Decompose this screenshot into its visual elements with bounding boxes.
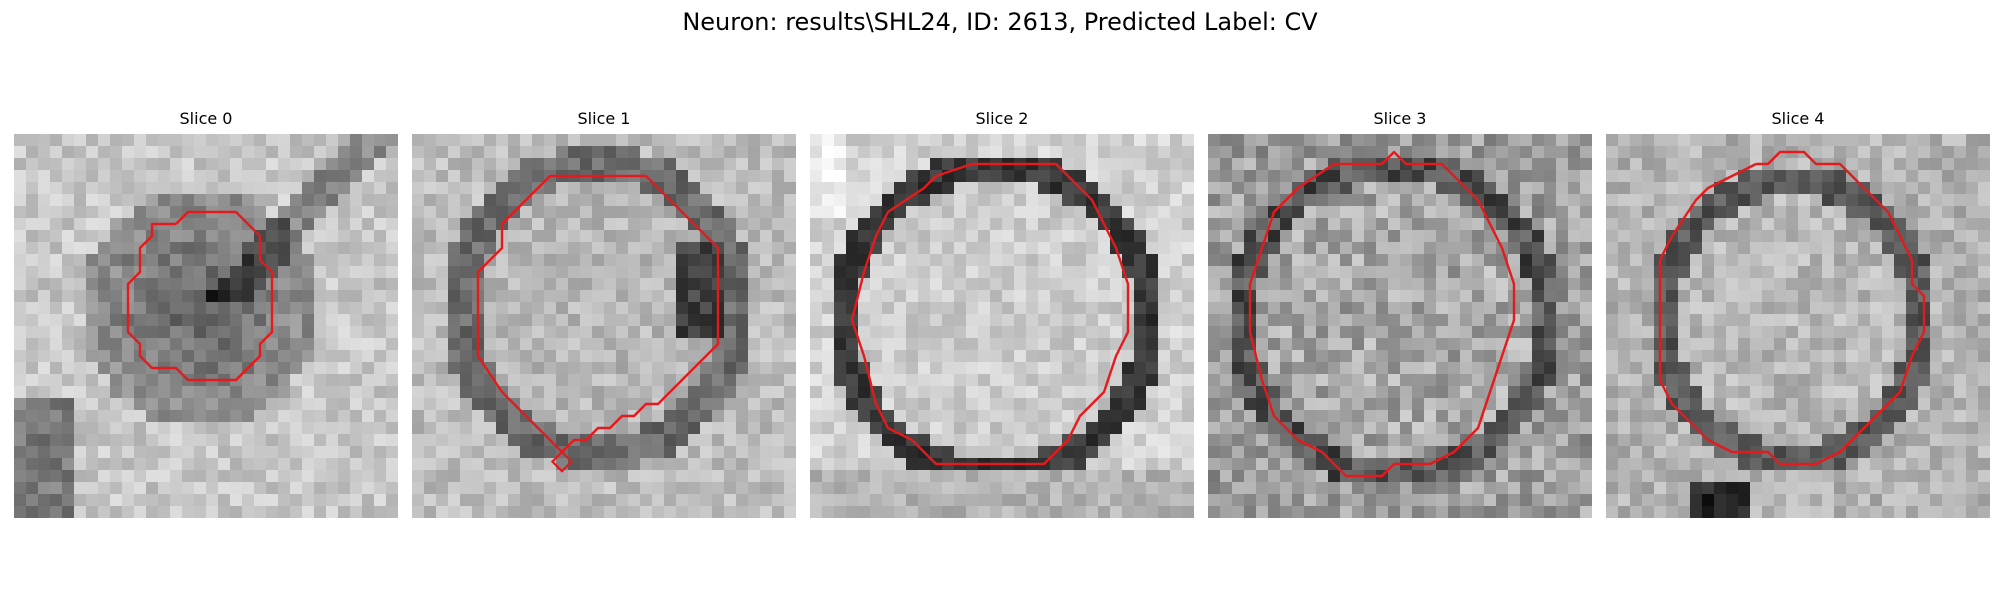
- slice-title: Slice 1: [577, 109, 631, 128]
- segmentation-contour: [1248, 150, 1516, 478]
- slice-panel-3: Slice 3: [1208, 108, 1592, 518]
- segmentation-contour: [476, 174, 720, 454]
- slice-title: Slice 3: [1373, 109, 1427, 128]
- slice-panel-4: Slice 4: [1606, 108, 1990, 518]
- pixel-grid: [412, 134, 796, 518]
- segmentation-contour: [850, 162, 1130, 466]
- slice-panel-2: Slice 2: [810, 108, 1194, 518]
- slice-image-svg: [810, 134, 1194, 518]
- segmentation-contour: [1658, 150, 1926, 466]
- figure-title: Neuron: results\SHL24, ID: 2613, Predict…: [682, 8, 1318, 36]
- slice-image-svg: [14, 134, 398, 518]
- segmentation-contour: [126, 210, 274, 382]
- pixel-grid: [810, 134, 1194, 518]
- pixel-grid: [14, 134, 398, 518]
- segmentation-contour-fragment: [550, 451, 574, 473]
- slice-panel-0: Slice 0: [14, 108, 398, 518]
- slice-image-svg: [1606, 134, 1990, 518]
- slice-image-svg: [1208, 134, 1592, 518]
- slice-title: Slice 0: [179, 109, 233, 128]
- slice-panel-1: Slice 1: [412, 108, 796, 518]
- slice-image: [1606, 134, 1990, 518]
- slice-image: [1208, 134, 1592, 518]
- slice-image-svg: [412, 134, 796, 518]
- slice-title: Slice 4: [1771, 109, 1825, 128]
- slice-image: [14, 134, 398, 518]
- slice-title: Slice 2: [975, 109, 1029, 128]
- slice-image: [810, 134, 1194, 518]
- slice-image: [412, 134, 796, 518]
- pixel-grid: [1606, 134, 1990, 518]
- pixel-grid: [1208, 134, 1592, 518]
